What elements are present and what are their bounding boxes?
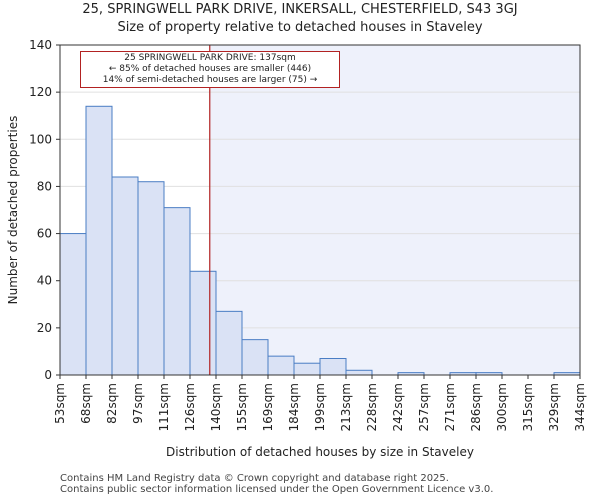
histogram-bar	[241, 339, 269, 376]
chart-subtitle: Size of property relative to detached ho…	[117, 20, 483, 35]
histogram-bar	[345, 369, 373, 376]
x-tick-label: 97sqm	[131, 383, 145, 424]
annotation-line-3: 14% of semi-detached houses are larger (…	[102, 75, 318, 85]
histogram-bar	[189, 270, 217, 376]
x-tick-label: 126sqm	[183, 383, 197, 431]
annotation-line-1: 25 SPRINGWELL PARK DRIVE: 137sqm	[124, 53, 296, 63]
x-tick-label: 242sqm	[391, 383, 405, 431]
y-tick-label: 100	[29, 132, 52, 146]
x-tick-label: 329sqm	[547, 383, 561, 431]
annotation-box: 25 SPRINGWELL PARK DRIVE: 137sqm ← 85% o…	[80, 51, 340, 88]
x-tick-label: 271sqm	[443, 383, 457, 431]
histogram-bar	[319, 358, 347, 376]
chart-title: 25, SPRINGWELL PARK DRIVE, INKERSALL, CH…	[82, 2, 518, 17]
x-tick-label: 111sqm	[157, 383, 171, 431]
footer-line-1: Contains HM Land Registry data © Crown c…	[60, 473, 449, 484]
x-tick-label: 286sqm	[469, 383, 483, 431]
x-tick-label: 82sqm	[105, 383, 119, 424]
y-tick-label: 20	[37, 321, 52, 335]
y-axis-label: Number of detached properties	[6, 115, 20, 305]
y-tick-label: 60	[37, 227, 52, 241]
x-tick-label: 53sqm	[53, 383, 67, 424]
x-tick-label: 344sqm	[573, 383, 587, 431]
histogram-bar	[215, 310, 243, 376]
y-tick-label: 120	[29, 85, 52, 99]
x-tick-label: 155sqm	[235, 383, 249, 431]
y-tick-label: 80	[37, 179, 52, 193]
footer-line-2: Contains public sector information licen…	[60, 484, 494, 495]
highlight-region	[209, 45, 580, 375]
x-tick-label: 315sqm	[521, 383, 535, 431]
histogram-bar	[111, 176, 139, 376]
x-tick-label: 199sqm	[313, 383, 327, 431]
histogram-bar	[163, 207, 191, 376]
annotation-line-2: ← 85% of detached houses are smaller (44…	[108, 64, 312, 74]
histogram-bar	[137, 181, 165, 376]
x-tick-label: 228sqm	[365, 383, 379, 431]
histogram-bar	[59, 233, 87, 376]
histogram-bar	[85, 105, 113, 376]
x-tick-label: 257sqm	[417, 383, 431, 431]
y-tick-label: 40	[37, 274, 52, 288]
histogram-bar	[267, 355, 295, 376]
y-tick-label: 0	[44, 368, 52, 382]
x-tick-label: 300sqm	[495, 383, 509, 431]
x-tick-label: 140sqm	[209, 383, 223, 431]
x-tick-label: 184sqm	[287, 383, 301, 431]
x-axis-label: Distribution of detached houses by size …	[166, 445, 474, 459]
x-tick-label: 213sqm	[339, 383, 353, 431]
histogram-bar	[293, 362, 321, 376]
y-tick-label: 140	[29, 38, 52, 52]
x-tick-label: 68sqm	[79, 383, 93, 424]
x-tick-label: 169sqm	[261, 383, 275, 431]
